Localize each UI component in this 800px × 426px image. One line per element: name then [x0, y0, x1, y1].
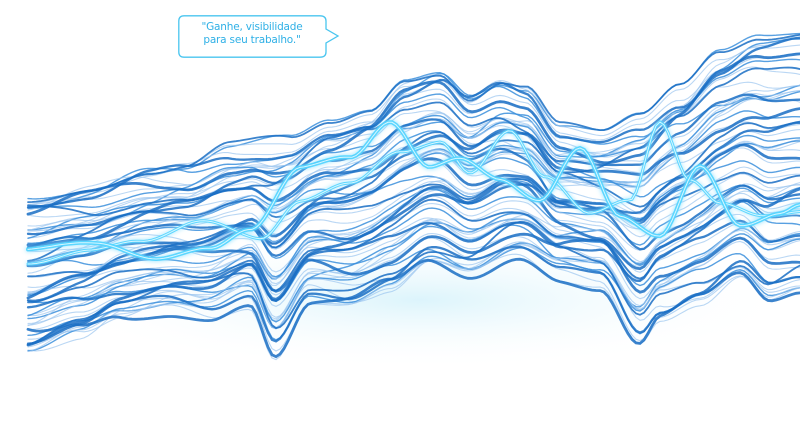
speech-bubble-line-2: para seu trabalho." [203, 34, 301, 46]
wave-line-dark [26, 257, 800, 359]
wave-line [27, 246, 800, 353]
wave-line-dark [26, 52, 800, 216]
wave-line [27, 232, 800, 324]
wave-line [27, 253, 800, 361]
speech-bubble-text: "Ganhe, visibilidade para seu trabalho." [182, 21, 322, 47]
glow-strand-core [27, 121, 800, 260]
dark-wave-lines [26, 33, 800, 359]
wave-line-dark [26, 183, 800, 302]
wave-line [27, 197, 800, 293]
speech-bubble: "Ganhe, visibilidade para seu trabalho." [178, 15, 340, 58]
wave-line [27, 160, 800, 266]
wave-line [27, 217, 800, 326]
wave-line [27, 192, 800, 295]
wave-line [27, 244, 800, 352]
wave-line-dark [26, 180, 800, 300]
wave-line-dark [27, 33, 800, 203]
speech-bubble-outline [178, 15, 340, 58]
wave-line-dark [26, 36, 800, 209]
speech-bubble-line-1: "Ganhe, visibilidade [201, 21, 303, 33]
wave-line-dark [26, 143, 800, 268]
wave-line-dark [27, 66, 800, 217]
wave-line-dark [26, 107, 800, 247]
wave-line-dark [26, 232, 800, 333]
wave-line [27, 129, 800, 252]
wave-line [27, 34, 800, 206]
wave-line-dark [27, 171, 800, 278]
wave-line [27, 58, 800, 209]
glowing-wave-lines [26, 120, 800, 266]
